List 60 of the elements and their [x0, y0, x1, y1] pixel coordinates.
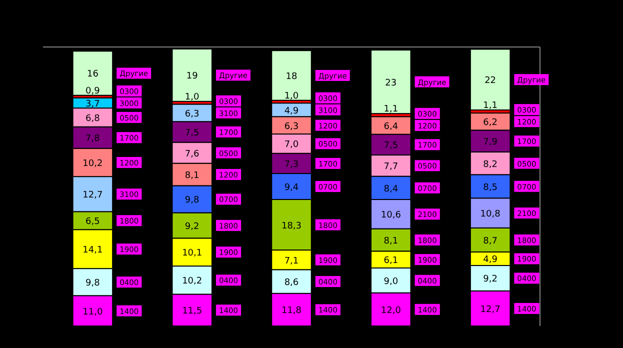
- data-label: 9,0: [384, 276, 398, 287]
- bar: [470, 48, 511, 110]
- data-label: 22: [484, 76, 496, 86]
- data-label: 6,3: [184, 109, 200, 120]
- data-label: 9,2: [184, 222, 200, 232]
- data-label: 7,5: [384, 141, 398, 152]
- data-label: 11,5: [182, 306, 202, 317]
- bar: [72, 50, 114, 96]
- data-label: 8,4: [384, 184, 398, 194]
- data-label: 1,1: [483, 100, 498, 111]
- data-label: 7,0: [284, 140, 299, 150]
- bar: [271, 50, 312, 101]
- data-label: 7,3: [284, 160, 299, 170]
- data-label: 23: [385, 78, 397, 88]
- data-label: 7,1: [284, 256, 299, 266]
- data-label: 8,1: [184, 170, 200, 181]
- data-label: 18: [286, 72, 298, 82]
- data-label: 0,9: [86, 86, 100, 96]
- data-label: 8,6: [284, 278, 299, 288]
- data-label: 9,8: [184, 196, 200, 206]
- data-label: 10,8: [480, 210, 501, 220]
- data-label: 6,4: [384, 122, 398, 132]
- data-label: 4,9: [284, 106, 299, 116]
- data-label: 8,7: [483, 236, 498, 246]
- data-label: 7,7: [384, 162, 398, 172]
- bar: [370, 50, 412, 114]
- data-label: 9,2: [483, 274, 498, 285]
- data-label: 1,0: [284, 91, 299, 102]
- data-label: 1,1: [384, 104, 398, 115]
- data-label: 4,9: [483, 255, 498, 266]
- data-label: 10,2: [82, 158, 103, 169]
- data-label: 10,1: [182, 248, 202, 259]
- data-label: 12,7: [82, 190, 103, 201]
- data-label: 18,3: [281, 221, 302, 232]
- data-label: 7,5: [184, 128, 200, 138]
- data-label: 10,6: [380, 210, 402, 221]
- data-label: 6,8: [86, 114, 100, 124]
- data-label: 7,8: [86, 134, 100, 144]
- data-label: 19: [186, 72, 198, 82]
- data-label: 1,0: [184, 92, 200, 102]
- data-label: 7,6: [184, 149, 200, 160]
- data-label: 6,1: [384, 256, 398, 266]
- data-label: 16: [86, 70, 99, 80]
- data-label: 8,2: [483, 160, 498, 170]
- data-label: 10,2: [182, 276, 202, 287]
- data-label: 6,5: [86, 217, 100, 228]
- data-label: 6,3: [284, 122, 299, 132]
- bar: [172, 48, 212, 102]
- data-label: 6,2: [483, 118, 498, 128]
- data-label: 12,7: [480, 304, 500, 315]
- data-label: 11,0: [82, 307, 103, 318]
- data-label: 12,0: [380, 306, 402, 316]
- data-label: 14,1: [82, 246, 103, 256]
- data-label: 8,5: [483, 182, 498, 193]
- data-label: 3,7: [86, 99, 100, 110]
- data-label: 9,4: [284, 183, 299, 193]
- data-label: 8,1: [384, 236, 398, 246]
- data-label: 7,9: [483, 138, 498, 148]
- data-label: 11,8: [281, 306, 302, 316]
- data-label: 9,8: [86, 278, 100, 289]
